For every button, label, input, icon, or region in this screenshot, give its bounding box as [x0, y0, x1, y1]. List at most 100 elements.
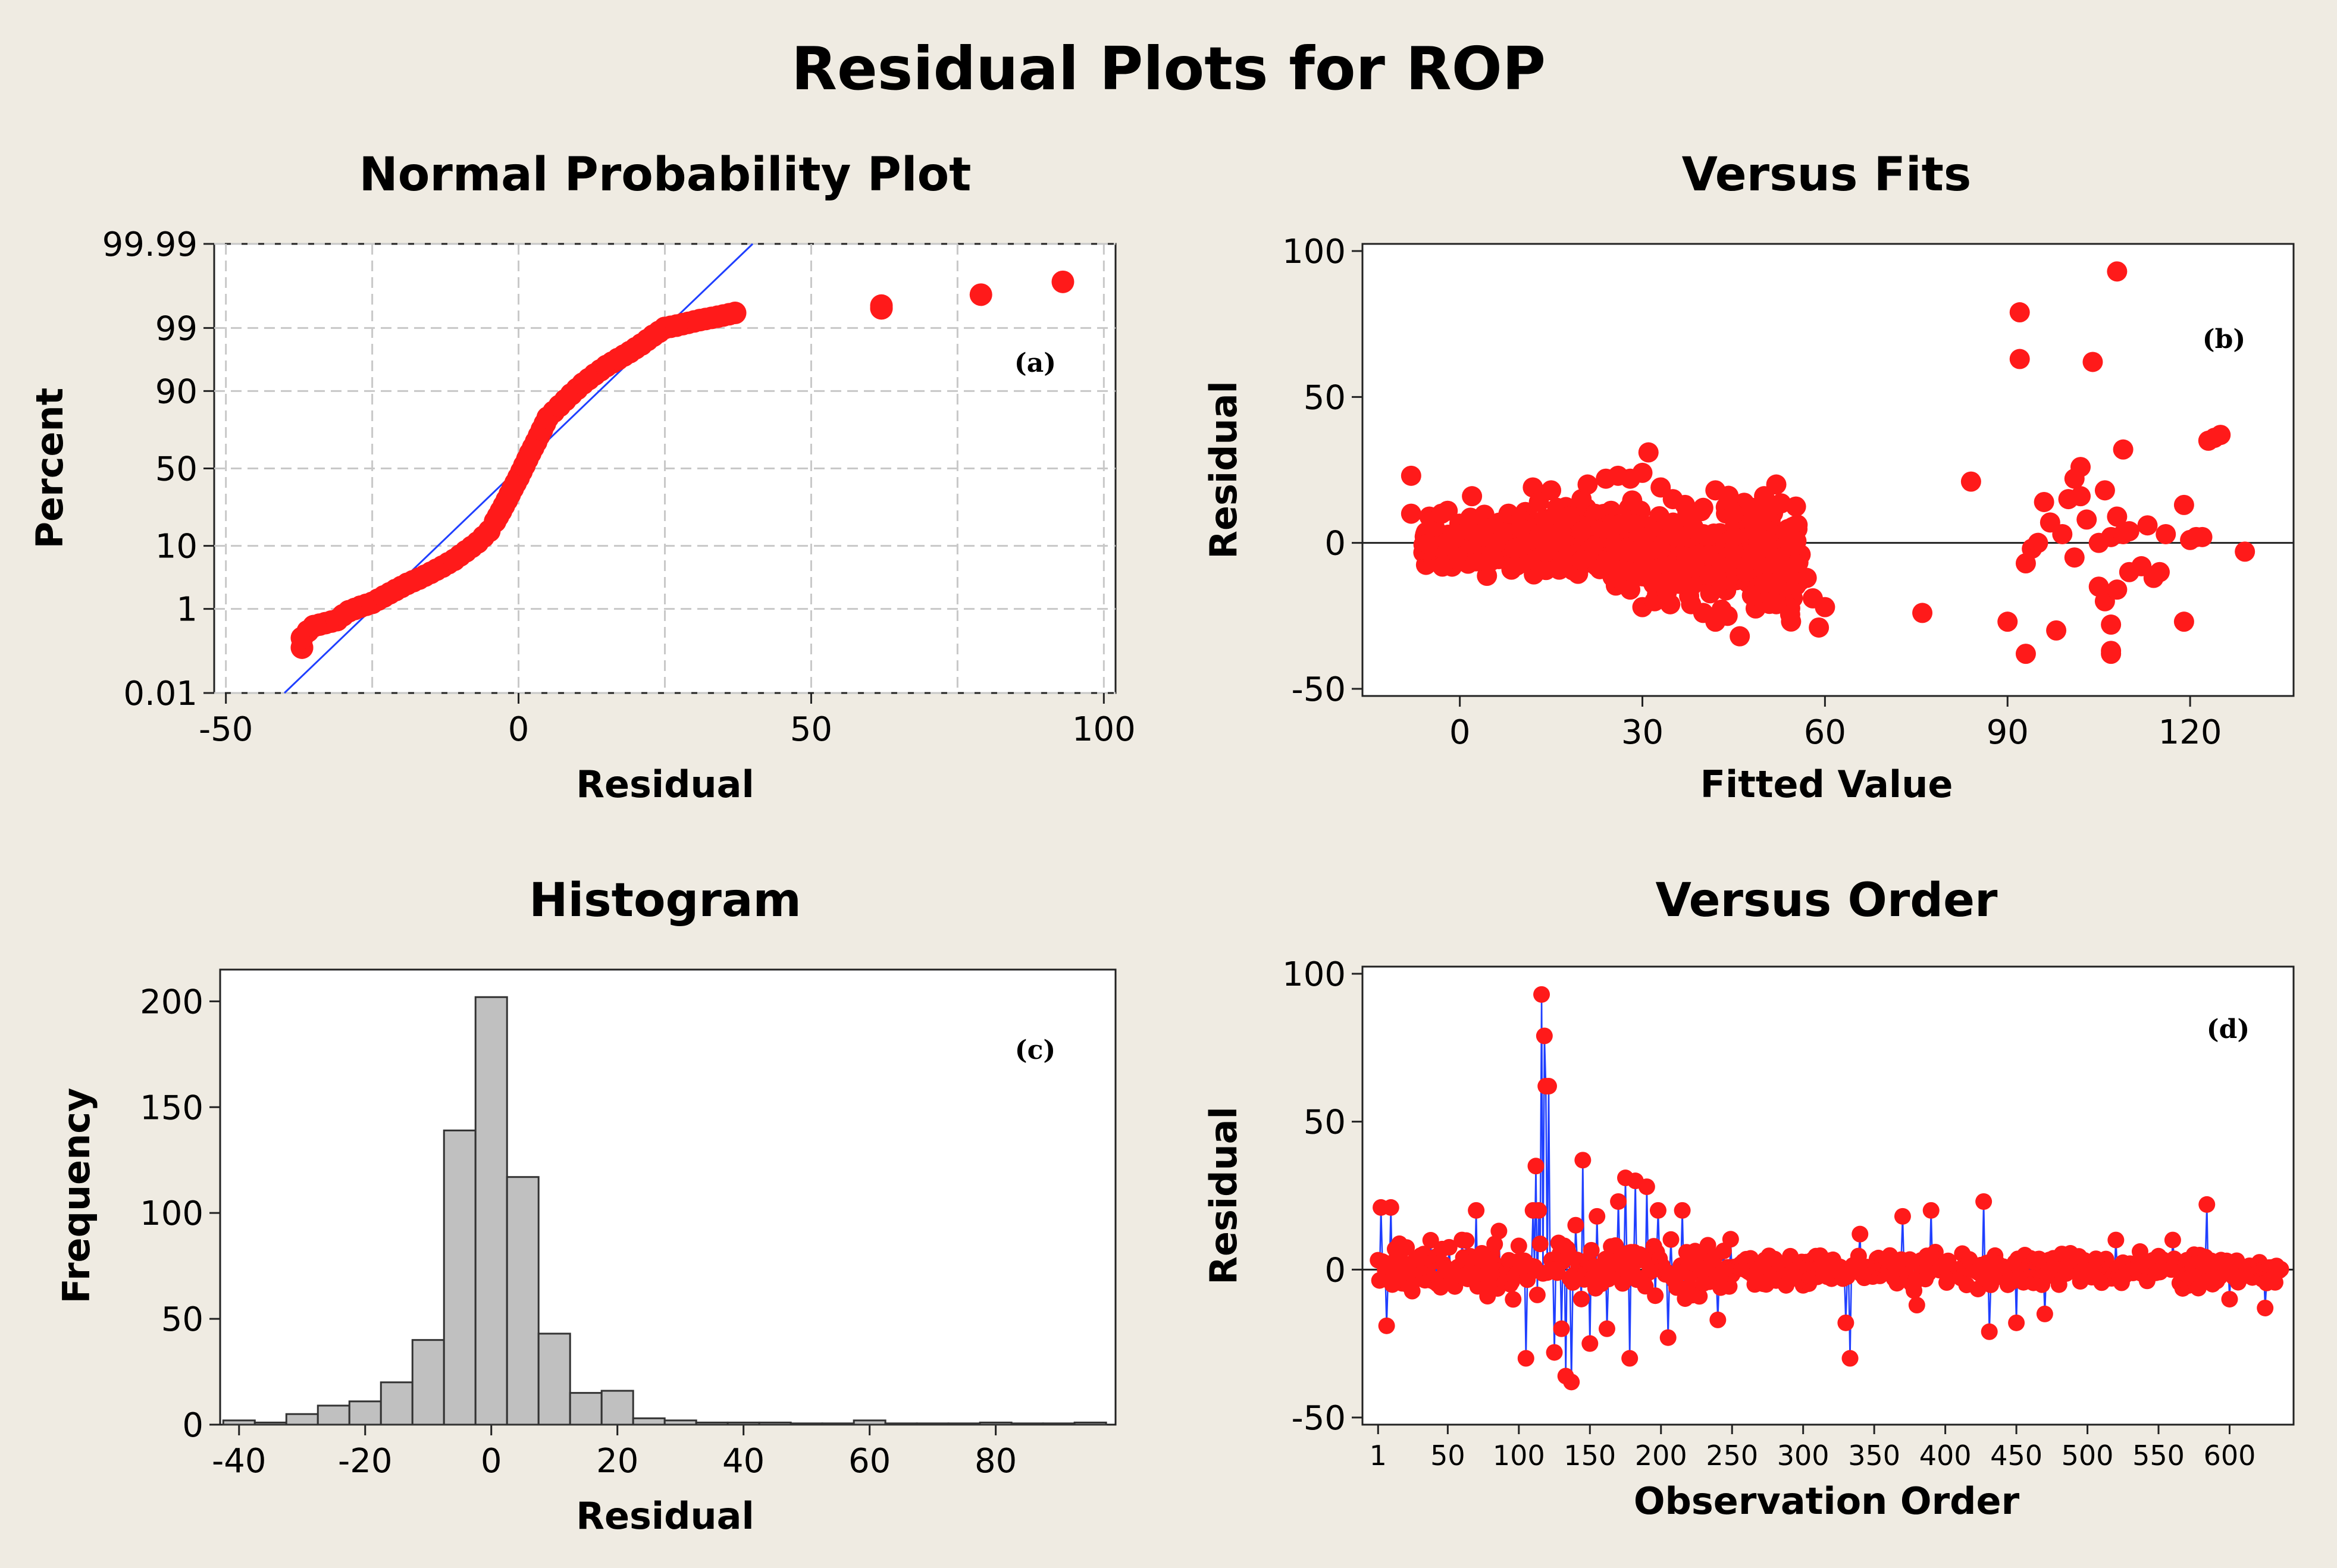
panel-c-y-tick-label: 100: [140, 1194, 203, 1233]
panel-c-bar: [947, 1422, 981, 1426]
panel-b-x-tick-label: 0: [1449, 713, 1471, 752]
panel-b-point: [2107, 579, 2128, 600]
panel-b-point: [2149, 562, 2170, 582]
panel-d-x-axis-title: Observation Order: [1634, 1479, 2020, 1523]
panel-b-point: [1796, 567, 1817, 588]
panel-b-point: [1589, 559, 1610, 579]
panel-b-point: [2156, 523, 2176, 544]
panel-c-bar: [1073, 1421, 1107, 1426]
panel-b-x-tick-label: 90: [1987, 713, 2029, 752]
versus-fits-plot: Versus Fits 0 30 60 90 120 -50 0 50 100 (b) Fitt…: [1202, 148, 2295, 806]
panel-b-point: [1771, 493, 1791, 514]
panel-c-annotation: (c): [1015, 1035, 1055, 1065]
panel-c-x-tick-label: 60: [848, 1442, 891, 1481]
panel-d-point: [1722, 1231, 1739, 1248]
panel-c-title: Histogram: [529, 874, 801, 927]
panel-d-plot-area: [1361, 965, 2295, 1426]
panel-d-point: [1517, 1350, 1534, 1367]
panel-a-y-tick-label: 99.99: [102, 225, 198, 264]
versus-order-plot: Versus Order 1 50 100 150 200 250 300 350 400 450…: [1202, 874, 2295, 1523]
panel-b-point: [1534, 541, 1555, 562]
panel-c-x-tick-label: 20: [596, 1442, 638, 1481]
panel-c-x-tick-label: 40: [722, 1442, 765, 1481]
panel-b-point: [2064, 547, 2085, 568]
panel-b-point: [2107, 506, 2128, 527]
panel-b-point: [1614, 541, 1634, 562]
panel-b-point: [1536, 560, 1556, 581]
panel-d-point: [1572, 1290, 1590, 1307]
panel-b-point: [2028, 532, 2048, 553]
panel-c-y-axis-title: Frequency: [55, 1088, 98, 1304]
panel-c-bar: [443, 1129, 477, 1426]
panel-d-x-tick-label: 50: [1430, 1440, 1465, 1472]
panel-d-point: [1531, 1235, 1549, 1253]
panel-b-point: [1541, 480, 1562, 501]
panel-d-point: [2131, 1243, 2148, 1260]
panel-b-point: [1632, 526, 1653, 547]
panel-b-y-tick-label: 100: [1282, 233, 1346, 271]
figure-title: Residual Plots for ROP: [791, 34, 1546, 104]
panel-a-x-tick-label: -50: [199, 710, 253, 749]
panel-a-point: [688, 309, 712, 332]
panel-d-x-tick-label: 100: [1493, 1440, 1545, 1472]
panel-d-point: [1505, 1291, 1522, 1308]
panel-d-title: Versus Order: [1656, 874, 1998, 927]
panel-d-point: [1378, 1317, 1395, 1334]
panel-c-x-axis-title: Residual: [576, 1494, 754, 1538]
panel-b-point: [2173, 611, 2194, 632]
panel-b-point: [1766, 474, 1787, 495]
panel-c-x-tick-label: -40: [212, 1442, 266, 1481]
panel-c-bar: [285, 1413, 319, 1426]
panel-b-point: [1510, 518, 1531, 539]
panel-b-point: [1541, 523, 1562, 544]
panel-d-point: [1709, 1311, 1727, 1328]
panel-b-x-tick-label: 30: [1621, 713, 1664, 752]
panel-c-bar: [632, 1417, 666, 1426]
panel-b-point: [2119, 521, 2139, 542]
panel-c-bar: [853, 1419, 886, 1426]
panel-a-title: Normal Probability Plot: [359, 148, 972, 202]
panel-c-bar: [916, 1422, 950, 1426]
panel-b-point: [1437, 500, 1458, 521]
panel-a-annotation: (a): [1014, 348, 1056, 378]
panel-d-point: [1536, 1027, 1553, 1045]
panel-b-point: [2101, 644, 2122, 664]
panel-d-point: [1528, 1286, 1546, 1303]
panel-d-x-tick-label: 500: [2062, 1440, 2114, 1472]
panel-d-x-tick-label: 300: [1777, 1440, 1829, 1472]
panel-c-bar: [884, 1422, 918, 1426]
panel-b-point: [2235, 541, 2255, 562]
panel-c-bar: [411, 1339, 445, 1426]
panel-d-x-tick-label: 150: [1564, 1440, 1616, 1472]
panel-b-point: [1693, 497, 1713, 518]
panel-b-point: [2173, 494, 2194, 515]
panel-d-point: [1894, 1208, 1911, 1225]
panel-b-point: [1787, 515, 1808, 535]
panel-a-x-tick-label: 50: [790, 710, 832, 749]
panel-c-bar: [790, 1422, 823, 1426]
panel-d-point: [1563, 1373, 1580, 1391]
panel-d-x-tick-label: 350: [1848, 1440, 1900, 1472]
panel-b-plot-area: [1361, 243, 2295, 697]
panel-a-y-tick-label: 1: [176, 591, 198, 629]
panel-c-bar: [726, 1421, 760, 1426]
panel-c-bar: [537, 1332, 571, 1426]
panel-b-point: [1784, 535, 1805, 556]
panel-b-point: [2070, 486, 2091, 507]
panel-b-point: [1622, 490, 1643, 511]
panel-d-y-axis-title: Residual: [1202, 1106, 1245, 1285]
panel-b-point: [1577, 474, 1598, 495]
panel-c-bar: [380, 1381, 413, 1426]
panel-b-point: [1754, 573, 1775, 594]
panel-b-point: [1723, 503, 1744, 524]
panel-b-point: [1815, 597, 1835, 617]
panel-a-x-axis-title: Residual: [576, 763, 754, 806]
panel-d-point: [1598, 1320, 1615, 1337]
panel-b-point: [1462, 486, 1483, 507]
panel-d-point: [1490, 1222, 1508, 1240]
panel-d-point: [1589, 1208, 1606, 1225]
panel-b-point: [1583, 535, 1604, 556]
panel-b-point: [1700, 583, 1721, 604]
panel-b-point: [1780, 604, 1800, 625]
panel-c-plot-area: [219, 968, 1117, 1426]
